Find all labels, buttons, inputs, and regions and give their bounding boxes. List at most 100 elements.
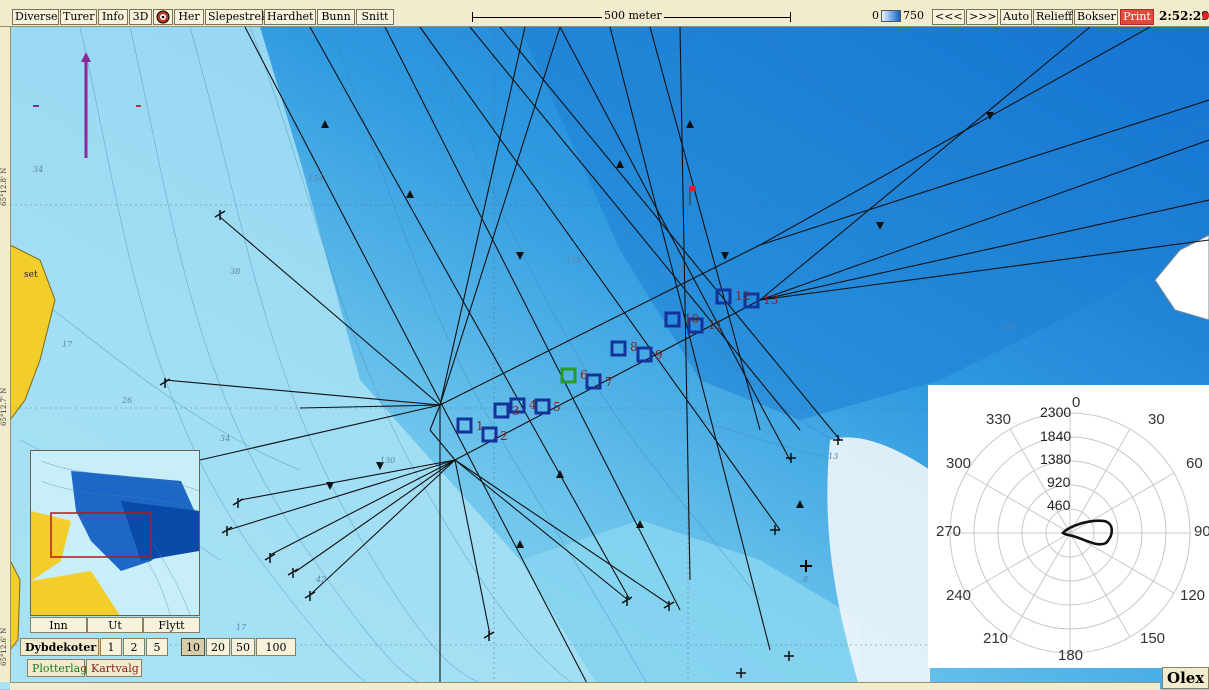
waypoint-6[interactable] [560, 367, 577, 384]
polar-radius-460: 460 [1047, 497, 1071, 513]
depth-max-label: 750 [903, 9, 924, 22]
move-button[interactable]: Flytt [143, 617, 200, 633]
waypoint-8[interactable] [610, 340, 627, 357]
menu-her[interactable]: Her [174, 9, 204, 25]
waypoint-label-8: 8 [630, 340, 638, 354]
waypoint-5[interactable] [534, 398, 551, 415]
clock: 2:52:29 [1159, 9, 1209, 23]
nav-forward-button[interactable]: >>> [966, 9, 998, 25]
polar-radius-1840: 1840 [1040, 428, 1072, 444]
polar-angle-240: 240 [946, 587, 972, 604]
plotterlag-button[interactable]: Plotterlag [27, 659, 87, 677]
land-east [1154, 234, 1209, 321]
depth-number: 13 [828, 452, 839, 461]
auto-button[interactable]: Auto [1000, 9, 1032, 25]
waypoint-label-12: 12 [735, 289, 751, 303]
waypoint-label-7: 7 [605, 375, 613, 389]
contour-option-1[interactable]: 1 [100, 638, 122, 656]
waypoint-label-5: 5 [553, 400, 561, 414]
plus-marker [800, 560, 812, 572]
polar-angle-0: 0 [1072, 394, 1081, 411]
waypoints[interactable] [456, 288, 760, 443]
shoal-east [827, 437, 930, 689]
waypoint-label-6: 6 [580, 368, 588, 382]
menu-3d[interactable]: 3D [129, 9, 152, 25]
menu-hardhet[interactable]: Hardhet [264, 9, 316, 25]
target-icon[interactable] [153, 9, 173, 25]
north-marker [33, 52, 141, 158]
relieff-button[interactable]: Relieff [1033, 9, 1073, 25]
waypoint-label-1: 1 [476, 419, 484, 433]
depth-color-scale[interactable] [881, 10, 901, 22]
contour-option-20[interactable]: 20 [206, 638, 230, 656]
contour-option-10[interactable]: 10 [181, 638, 205, 656]
polar-angle-330: 330 [986, 411, 1012, 428]
menu-info[interactable]: Info [98, 9, 128, 25]
depth-number: 8 [803, 575, 809, 584]
contour-option-100[interactable]: 100 [256, 638, 296, 656]
dybdekoter-label: Dybdekoter [20, 638, 99, 656]
depth-number: 131 [1000, 323, 1016, 332]
polar-angle-300: 300 [946, 455, 972, 472]
overview-minimap[interactable] [30, 450, 200, 616]
waypoint-label-9: 9 [655, 348, 663, 362]
longitude-strip [10, 682, 1160, 690]
menu-snitt[interactable]: Snitt [356, 9, 394, 25]
tow-tracks [164, 26, 1209, 689]
depth-number: 17 [62, 340, 73, 349]
waypoint-4[interactable] [509, 397, 526, 414]
depth-number: 118 [566, 256, 582, 265]
contour-option-2[interactable]: 2 [123, 638, 145, 656]
contour-option-5[interactable]: 5 [146, 638, 168, 656]
waypoint-10[interactable] [664, 311, 681, 328]
zoom-in-button[interactable]: Inn [30, 617, 87, 633]
bokser-button[interactable]: Bokser [1074, 9, 1118, 25]
waypoint-label-13: 13 [763, 293, 779, 307]
waypoint-2[interactable] [481, 426, 498, 443]
waypoint-13[interactable] [743, 292, 760, 309]
menu-bunn[interactable]: Bunn [317, 9, 355, 25]
depth-number: 154 [308, 174, 324, 183]
depth-number: 38 [230, 267, 241, 276]
polar-angle-90: 90 [1194, 523, 1209, 540]
waypoint-11[interactable] [687, 317, 704, 334]
depth-number: 34 [33, 165, 44, 174]
scale-label: 500 meter [602, 9, 664, 22]
depth-number: 34 [220, 434, 231, 443]
polar-radius-2300: 2300 [1040, 404, 1072, 420]
depth-number: 130 [380, 456, 396, 465]
contour-option-50[interactable]: 50 [231, 638, 255, 656]
waypoint-7[interactable] [585, 373, 602, 390]
record-indicator-icon [1202, 12, 1209, 19]
olex-logo: Olex [1162, 667, 1209, 689]
menu-slepestrek[interactable]: Slepestrek [205, 9, 268, 25]
depth-number: 26 [122, 396, 133, 405]
lat-lon-grid [10, 27, 1209, 682]
print-button[interactable]: Print [1120, 9, 1154, 25]
waypoint-9[interactable] [636, 346, 653, 363]
menu-turer[interactable]: Turer [60, 9, 97, 25]
depth-number: 17 [236, 623, 247, 632]
polar-angle-30: 30 [1148, 411, 1165, 428]
waypoint-label-4: 4 [529, 398, 537, 412]
waypoint-12[interactable] [715, 288, 732, 305]
polar-angle-150: 150 [1140, 630, 1166, 647]
menu-diverse[interactable]: Diverse [12, 9, 59, 25]
waypoint-label-10: 10 [684, 312, 700, 326]
waypoint-1[interactable] [456, 417, 473, 434]
zoom-out-button[interactable]: Ut [87, 617, 143, 633]
waypoint-3[interactable] [493, 402, 510, 419]
polar-radius-920: 920 [1047, 474, 1071, 490]
waypoint-label-11: 11 [708, 318, 724, 332]
place-label: set [24, 270, 38, 280]
depth-min-label: 0 [872, 9, 879, 22]
nav-back-button[interactable]: <<< [932, 9, 965, 25]
lat-label: 65°12.8' N [0, 167, 8, 207]
kartvalg-button[interactable]: Kartvalg [86, 659, 142, 677]
trawl-markers [159, 210, 843, 678]
minimap-controls: Inn Ut Flytt [30, 617, 200, 633]
track-arrows [321, 112, 994, 548]
depth-number: 42 [316, 575, 327, 584]
polar-plot: 0 30 60 90 120 150 180 210 240 270 300 3… [928, 385, 1209, 668]
